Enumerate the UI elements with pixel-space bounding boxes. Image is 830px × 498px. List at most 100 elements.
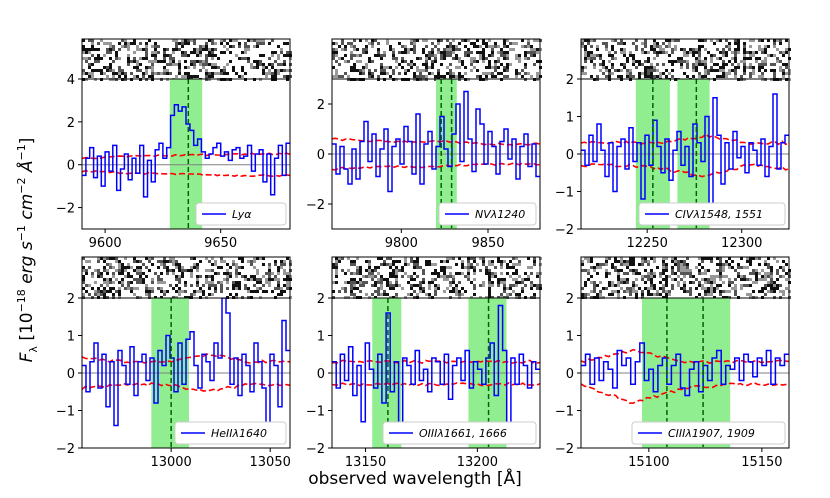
pixel [536, 75, 539, 78]
pixel [605, 66, 608, 69]
pixel [653, 51, 656, 54]
pixel [488, 275, 491, 278]
pixel [713, 69, 716, 72]
pixel [719, 260, 722, 263]
pixel [124, 269, 127, 272]
pixel [268, 278, 271, 281]
pixel [187, 39, 190, 42]
pixel [175, 39, 178, 42]
pixel [187, 66, 190, 69]
pixel [719, 257, 722, 260]
pixel [626, 60, 629, 63]
pixel [680, 66, 683, 69]
pixel [91, 39, 94, 42]
pixel [656, 42, 659, 45]
pixel [169, 269, 172, 272]
pixel [371, 293, 374, 296]
pixel [617, 269, 620, 272]
pixel [223, 66, 226, 69]
pixel [277, 63, 280, 66]
pixel [512, 48, 515, 51]
pixel [479, 75, 482, 78]
pixel [118, 272, 121, 275]
pixel [650, 269, 653, 272]
pixel [734, 60, 737, 63]
pixel [395, 278, 398, 281]
pixel [157, 260, 160, 263]
pixel [389, 281, 392, 284]
pixel [512, 42, 515, 45]
pixel [452, 57, 455, 60]
pixel [515, 54, 518, 57]
pixel [163, 60, 166, 63]
pixel [184, 66, 187, 69]
pixel [145, 284, 148, 287]
pixel [121, 263, 124, 266]
pixel [106, 42, 109, 45]
pixel [707, 51, 710, 54]
pixel [602, 42, 605, 45]
pixel [479, 284, 482, 287]
pixel [584, 284, 587, 287]
pixel [524, 54, 527, 57]
pixel [142, 57, 145, 60]
pixel [662, 272, 665, 275]
pixel [371, 60, 374, 63]
pixel [338, 260, 341, 263]
pixel [776, 39, 779, 42]
pixel [665, 257, 668, 260]
pixel [683, 281, 686, 284]
pixel [277, 287, 280, 290]
pixel [193, 257, 196, 260]
pixel [782, 75, 785, 78]
pixel [383, 66, 386, 69]
pixel [773, 281, 776, 284]
pixel [256, 269, 259, 272]
pixel [671, 278, 674, 281]
pixel [512, 290, 515, 293]
pixel [512, 257, 515, 260]
pixel [434, 290, 437, 293]
pixel [235, 269, 238, 272]
pixel [365, 260, 368, 263]
pixel [611, 48, 614, 51]
pixel [181, 269, 184, 272]
pixel [199, 69, 202, 72]
pixel [241, 51, 244, 54]
pixel [407, 51, 410, 54]
pixel [500, 272, 503, 275]
pixel [740, 60, 743, 63]
pixel [494, 60, 497, 63]
pixel [716, 287, 719, 290]
pixel [115, 51, 118, 54]
pixel [428, 66, 431, 69]
pixel [743, 60, 746, 63]
pixel [151, 290, 154, 293]
pixel [350, 260, 353, 263]
pixel [377, 48, 380, 51]
pixel [223, 72, 226, 75]
pixel [154, 272, 157, 275]
pixel [88, 72, 91, 75]
pixel [722, 263, 725, 266]
pixel [620, 263, 623, 266]
pixel [767, 266, 770, 269]
pixel [431, 60, 434, 63]
pixel [581, 66, 584, 69]
pixel [136, 281, 139, 284]
pixel [172, 39, 175, 42]
pixel [109, 287, 112, 290]
pixel [488, 272, 491, 275]
pixel [641, 72, 644, 75]
pixel [509, 266, 512, 269]
pixel [674, 257, 677, 260]
pixel [91, 72, 94, 75]
pixel [389, 48, 392, 51]
pixel [247, 60, 250, 63]
pixel [743, 57, 746, 60]
pixel [536, 60, 539, 63]
pixel [392, 269, 395, 272]
pixel [698, 39, 701, 42]
pixel [632, 57, 635, 60]
pixel [335, 72, 338, 75]
